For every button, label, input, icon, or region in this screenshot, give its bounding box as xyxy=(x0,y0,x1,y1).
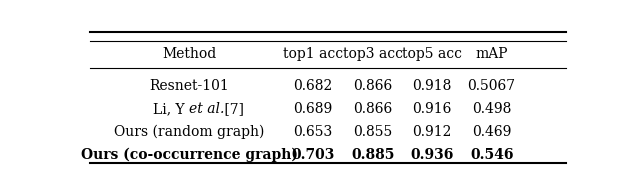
Text: 0.5067: 0.5067 xyxy=(468,79,516,93)
Text: 0.866: 0.866 xyxy=(353,102,392,116)
Text: 0.653: 0.653 xyxy=(294,125,333,139)
Text: 0.855: 0.855 xyxy=(353,125,392,139)
Text: 0.703: 0.703 xyxy=(291,148,335,162)
Text: Method: Method xyxy=(162,47,216,61)
Text: top5 acc: top5 acc xyxy=(402,47,462,61)
Text: 0.546: 0.546 xyxy=(470,148,513,162)
Text: 0.866: 0.866 xyxy=(353,79,392,93)
Text: et al.: et al. xyxy=(189,102,225,116)
Text: 0.918: 0.918 xyxy=(412,79,452,93)
Text: [7]: [7] xyxy=(220,102,244,116)
Text: 0.936: 0.936 xyxy=(410,148,454,162)
Text: Ours (random graph): Ours (random graph) xyxy=(114,125,264,139)
Text: 0.682: 0.682 xyxy=(294,79,333,93)
Text: 0.912: 0.912 xyxy=(412,125,452,139)
Text: 0.689: 0.689 xyxy=(294,102,333,116)
Text: top1 acc: top1 acc xyxy=(283,47,343,61)
Text: Resnet-101: Resnet-101 xyxy=(149,79,229,93)
Text: Ours (co-occurrence graph): Ours (co-occurrence graph) xyxy=(81,147,298,162)
Text: Li, Y: Li, Y xyxy=(153,102,189,116)
Text: top3 acc: top3 acc xyxy=(342,47,403,61)
Text: 0.916: 0.916 xyxy=(412,102,452,116)
Text: mAP: mAP xyxy=(476,47,508,61)
Text: 0.469: 0.469 xyxy=(472,125,511,139)
Text: 0.498: 0.498 xyxy=(472,102,511,116)
Text: 0.885: 0.885 xyxy=(351,148,394,162)
